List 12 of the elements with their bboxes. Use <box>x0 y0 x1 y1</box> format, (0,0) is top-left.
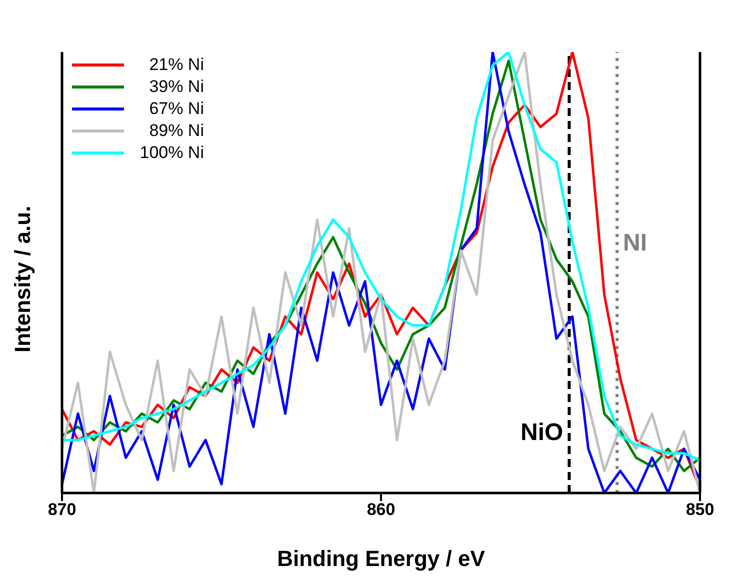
legend-label: 67% Ni <box>148 98 204 120</box>
x-tick-label: 860 <box>366 500 396 520</box>
ref-line-label: NiO <box>520 419 564 446</box>
x-tick-label: 850 <box>686 500 714 520</box>
legend-label: 39% Ni <box>148 76 204 98</box>
legend-label: 89% Ni <box>148 120 204 142</box>
legend-label: 100% Ni <box>138 142 204 164</box>
ref-line-label: NI <box>623 229 648 256</box>
legend-label: 21% Ni <box>148 54 204 76</box>
y-axis-title: Intensity / a.u. <box>10 206 35 352</box>
x-tick-label: 870 <box>48 500 76 520</box>
x-axis-title: Binding Energy / eV <box>277 546 486 571</box>
